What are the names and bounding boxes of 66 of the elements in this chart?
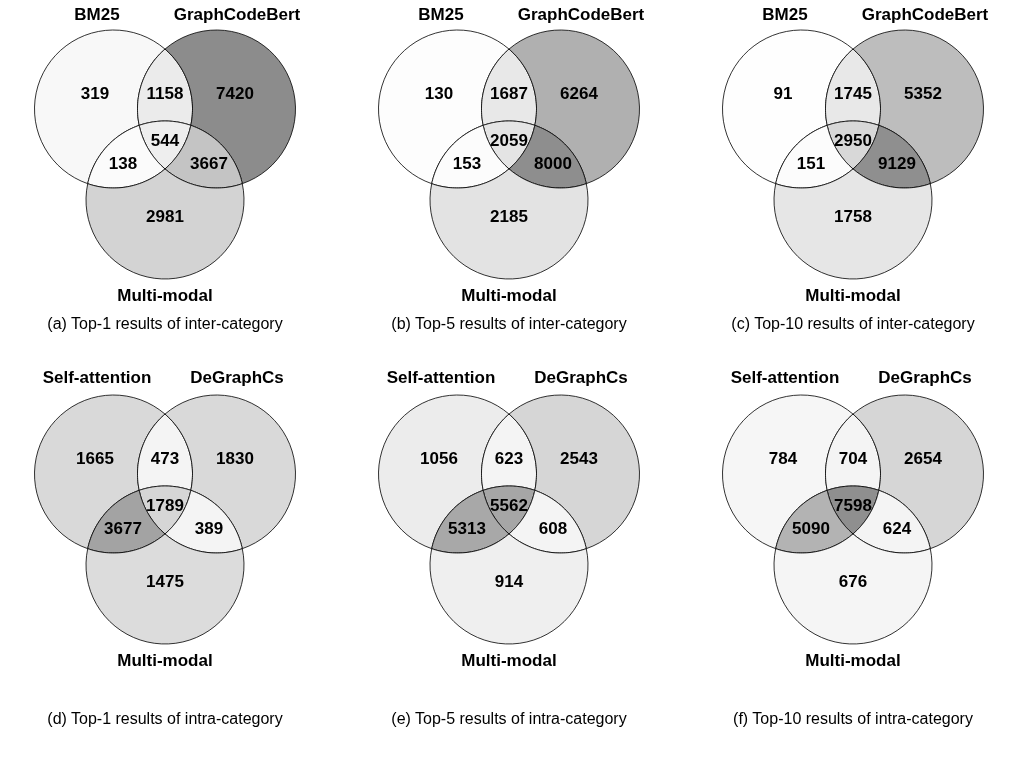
- data-label: 151: [796, 153, 826, 173]
- data-label: 624: [882, 518, 912, 538]
- data-label: 5090: [792, 518, 830, 538]
- data-label: 130: [424, 83, 454, 103]
- text: Multi-modal: [461, 285, 557, 305]
- data-label: 2059: [490, 130, 528, 150]
- data-label: 7598: [834, 495, 872, 515]
- text: GraphCodeBert: [173, 4, 301, 24]
- data-label: 9129: [878, 153, 916, 173]
- data-label: 5352: [904, 83, 942, 103]
- data-label: 1158: [146, 83, 184, 103]
- data-label: 2185: [490, 206, 528, 226]
- data-label: 91: [773, 83, 793, 103]
- text: Self-attention: [42, 367, 152, 387]
- text: GraphCodeBert: [861, 4, 989, 24]
- text: (a) Top-1 results of inter-category: [47, 314, 283, 332]
- data-label: 3667: [190, 153, 228, 173]
- data-label: 319: [80, 83, 110, 103]
- text: Multi-modal: [461, 650, 557, 670]
- text: Multi-modal: [117, 650, 213, 670]
- data-label: 389: [194, 518, 224, 538]
- data-label: 784: [768, 448, 798, 468]
- text: BM25: [762, 4, 808, 24]
- data-label: 623: [494, 448, 524, 468]
- data-label: 2543: [560, 448, 598, 468]
- data-label: 7420: [216, 83, 254, 103]
- data-label: 544: [150, 130, 180, 150]
- text: DeGraphCs: [534, 367, 628, 387]
- text: GraphCodeBert: [517, 4, 645, 24]
- data-label: 1789: [146, 495, 184, 515]
- text: (b) Top-5 results of inter-category: [391, 314, 627, 332]
- text: DeGraphCs: [878, 367, 972, 387]
- data-label: 608: [538, 518, 568, 538]
- data-label: 473: [150, 448, 180, 468]
- text: Self-attention: [386, 367, 496, 387]
- text: Multi-modal: [805, 650, 901, 670]
- data-label: 2654: [904, 448, 943, 468]
- text: (f) Top-10 results of intra-category: [733, 709, 973, 727]
- data-label: 1830: [216, 448, 254, 468]
- text: Self-attention: [730, 367, 840, 387]
- text: Multi-modal: [805, 285, 901, 305]
- data-label: 914: [494, 571, 524, 591]
- data-label: 704: [838, 448, 868, 468]
- data-label: 1056: [420, 448, 458, 468]
- data-label: 2950: [834, 130, 872, 150]
- data-label: 5313: [448, 518, 486, 538]
- data-label: 5562: [490, 495, 528, 515]
- text: (d) Top-1 results of intra-category: [47, 709, 283, 727]
- data-label: 1665: [76, 448, 114, 468]
- data-label: 1475: [146, 571, 184, 591]
- data-label: 1758: [834, 206, 872, 226]
- data-label: 138: [108, 153, 138, 173]
- data-label: 153: [452, 153, 482, 173]
- data-label: 2981: [146, 206, 184, 226]
- data-label: 1745: [834, 83, 872, 103]
- text: DeGraphCs: [190, 367, 284, 387]
- text: BM25: [418, 4, 464, 24]
- text: (c) Top-10 results of inter-category: [731, 314, 975, 332]
- text: (e) Top-5 results of intra-category: [391, 709, 627, 727]
- text: Multi-modal: [117, 285, 213, 305]
- text: BM25: [74, 4, 120, 24]
- data-label: 6264: [560, 83, 599, 103]
- data-label: 676: [838, 571, 868, 591]
- data-label: 1687: [490, 83, 528, 103]
- data-label: 3677: [104, 518, 142, 538]
- data-label: 8000: [534, 153, 572, 173]
